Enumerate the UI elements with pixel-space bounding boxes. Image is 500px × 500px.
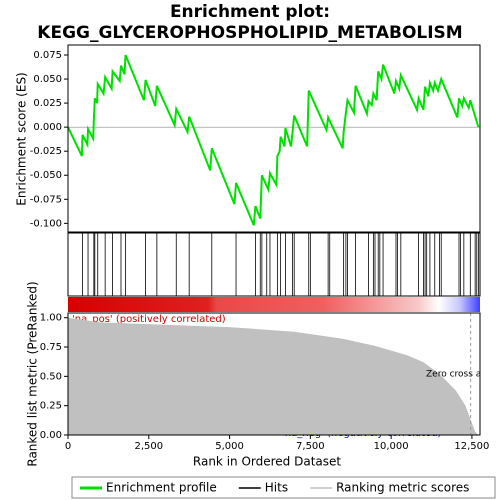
pos-label: 'na_pos' (positively correlated): [72, 314, 226, 325]
panel-frame: [67, 232, 481, 297]
y-tick-label: 0.00: [40, 430, 62, 441]
chart-subtitle: KEGG_GLYCEROPHOSPHOLIPID_METABOLISM: [37, 23, 462, 43]
zero-cross-group: Zero cross at 1: [426, 370, 493, 380]
y-tick-label: 0.000: [33, 122, 62, 133]
panel-frame: [67, 44, 481, 233]
y-tick-label: 1.00: [40, 313, 62, 324]
x-tick-label: 12,500: [454, 441, 489, 452]
legend: [71, 476, 496, 499]
x-tick-label: 0: [65, 441, 71, 452]
zero-cross-label: Zero cross at 1: [426, 370, 493, 380]
y-tick-label: 0.025: [33, 98, 62, 109]
x-tick-label: 10,000: [374, 441, 409, 452]
y-axis-label: Ranked list metric (PreRanked): [26, 281, 40, 466]
metric-area: [68, 317, 479, 435]
y-tick-label: 0.050: [33, 74, 62, 85]
chart-title: Enrichment plot:: [170, 2, 330, 22]
y-tick-label: -0.100: [30, 218, 62, 229]
x-tick-label: 5,000: [215, 441, 244, 452]
y-tick-label: 0.50: [40, 371, 62, 382]
y-tick-label: -0.050: [30, 170, 62, 181]
es-line: [67, 54, 480, 226]
legend-label: Ranking metric scores: [336, 481, 469, 495]
y-axis-label: Enrichment score (ES): [15, 72, 29, 205]
legend-label: Enrichment profile: [106, 481, 217, 495]
legend-label: Hits: [265, 481, 288, 495]
y-tick-label: -0.025: [30, 146, 62, 157]
x-axis-label: Rank in Ordered Dataset: [193, 455, 341, 469]
y-tick-label: 0.25: [40, 401, 62, 412]
x-tick-label: 7,500: [296, 441, 325, 452]
y-tick-label: -0.075: [30, 194, 62, 205]
panel-frame: [67, 312, 481, 436]
color-bar: [68, 297, 480, 312]
x-tick-label: 2,500: [134, 441, 163, 452]
y-tick-label: 0.75: [40, 342, 62, 353]
y-tick-label: 0.075: [33, 50, 62, 61]
